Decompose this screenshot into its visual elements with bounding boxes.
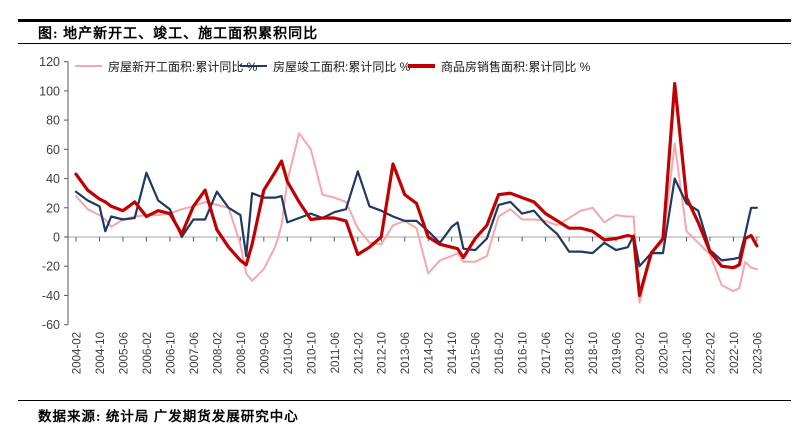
x-axis-label: 2014-10	[447, 332, 459, 374]
x-axis-label: 2010-10	[306, 332, 318, 374]
x-axis-label: 2020-10	[659, 332, 671, 374]
legend-label-sales: 商品房销售面积:累计同比 %	[441, 59, 591, 74]
x-axis-label: 2018-02	[565, 332, 577, 374]
x-axis-label: 2004-10	[95, 332, 107, 374]
x-axis-label: 2016-10	[518, 332, 530, 374]
y-axis-label: -60	[42, 318, 60, 332]
x-axis-label: 2018-10	[588, 332, 600, 374]
y-axis-label: 20	[46, 201, 60, 215]
x-axis-label: 2013-06	[400, 332, 412, 374]
x-axis-label: 2007-06	[189, 332, 201, 374]
x-axis-label: 2006-02	[142, 332, 154, 374]
y-axis-label: -20	[42, 260, 60, 274]
x-axis-label: 2016-02	[494, 332, 506, 374]
x-axis-label: 2014-02	[424, 332, 436, 374]
y-axis-label: -40	[42, 289, 60, 303]
y-axis-label: 80	[46, 114, 60, 128]
top-border-rule	[18, 19, 791, 22]
x-axis-label: 2008-02	[212, 332, 224, 374]
x-axis-label: 2011-06	[330, 332, 342, 373]
completion-line-swatch-icon	[240, 64, 267, 68]
legend-item-new-starts: 房屋新开工面积:累计同比 %	[75, 59, 258, 74]
data-source-note: 数据来源: 统计局 广发期货发展研究中心	[38, 409, 299, 424]
x-axis-label: 2022-02	[705, 332, 717, 374]
legend-item-completion: 房屋竣工面积:累计同比 %	[240, 59, 411, 74]
x-axis-label: 2023-06	[752, 332, 764, 374]
x-axis-label: 2008-10	[236, 332, 248, 374]
completion-series-line	[74, 170, 759, 268]
x-axis-label: 2017-06	[541, 332, 553, 374]
x-axis-label: 2006-10	[165, 332, 177, 374]
y-axis-label: 40	[46, 172, 60, 186]
y-axis-label: 120	[39, 55, 60, 69]
x-axis-label: 2019-06	[612, 332, 624, 374]
x-axis-label: 2022-10	[729, 332, 741, 374]
legend-label-new-starts: 房屋新开工面积:累计同比 %	[108, 59, 258, 74]
sales-line-swatch-icon	[408, 64, 435, 68]
x-axis-label: 2010-02	[283, 332, 295, 374]
footer-divider-rule	[18, 400, 791, 402]
y-axis-label: 60	[46, 143, 60, 157]
x-axis-label: 2020-02	[635, 332, 647, 374]
new-starts-line-swatch-icon	[75, 65, 102, 67]
x-axis-label: 2015-06	[471, 332, 483, 374]
x-axis-label: 2021-06	[682, 332, 694, 374]
chart-title: 图: 地产新开工、竣工、施工面积累积同比	[38, 27, 319, 42]
y-axis-label: 100	[39, 84, 60, 98]
sales-series-line	[74, 81, 759, 297]
y-axis-label: 0	[53, 231, 60, 245]
legend-label-completion: 房屋竣工面积:累计同比 %	[273, 59, 411, 74]
x-axis-label: 2009-06	[259, 332, 271, 374]
x-axis-label: 2004-02	[72, 332, 84, 374]
x-axis-label: 2012-10	[377, 332, 389, 374]
x-axis-label: 2012-02	[353, 332, 365, 374]
x-axis-label: 2005-06	[118, 332, 130, 374]
new-starts-series-line	[75, 132, 758, 304]
title-divider-rule	[18, 43, 791, 44]
legend-item-sales: 商品房销售面积:累计同比 %	[408, 59, 591, 74]
